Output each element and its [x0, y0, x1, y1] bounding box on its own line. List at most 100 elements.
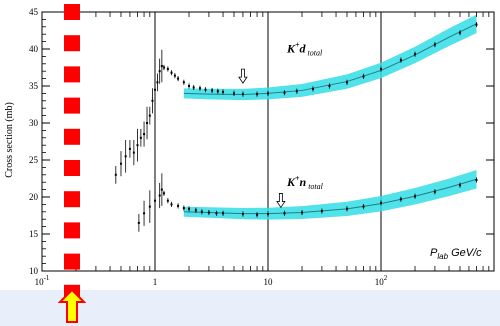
- data-point: [345, 206, 348, 212]
- data-point: [458, 30, 461, 36]
- data-point: [345, 79, 348, 85]
- y-tick-label: 40: [29, 44, 39, 54]
- point-marker: [345, 81, 348, 84]
- x-tick-label: 1: [153, 277, 158, 287]
- data-point: [148, 190, 151, 223]
- data-point: [458, 182, 461, 188]
- point-marker: [143, 133, 146, 136]
- point-marker: [132, 151, 135, 154]
- point-marker: [143, 212, 146, 215]
- data-point: [114, 165, 117, 184]
- down-arrow-icon: [276, 193, 286, 209]
- point-marker: [222, 212, 225, 215]
- point-marker: [283, 212, 286, 215]
- data-point: [192, 84, 195, 91]
- point-marker: [182, 207, 185, 210]
- y-tick-label: 10: [29, 266, 39, 276]
- data-point: [362, 204, 365, 210]
- point-marker: [362, 75, 365, 78]
- series-label-part: n: [300, 175, 307, 189]
- data-point: [328, 83, 331, 89]
- data-point: [154, 191, 156, 210]
- x-tick-label: 10-1: [35, 274, 50, 287]
- x-tick-label: 10: [264, 277, 274, 287]
- data-point: [216, 88, 219, 94]
- data-point: [162, 64, 165, 71]
- data-point: [166, 66, 169, 72]
- down-arrow-icon: [238, 68, 248, 84]
- data-point: [177, 76, 180, 82]
- data-point: [137, 214, 140, 232]
- red-square: [64, 253, 80, 270]
- data-point: [414, 193, 417, 199]
- data-point: [160, 173, 163, 206]
- data-point: [256, 212, 259, 218]
- data-point: [256, 91, 259, 97]
- data-point: [162, 190, 165, 196]
- series-label-part: K: [286, 175, 296, 189]
- data-point: [136, 128, 139, 162]
- data-point: [433, 189, 436, 195]
- point-marker: [119, 162, 122, 165]
- point-marker: [158, 194, 161, 197]
- point-marker: [188, 207, 191, 210]
- point-marker: [241, 93, 244, 96]
- red-square: [64, 222, 80, 239]
- data-point: [148, 106, 151, 125]
- point-marker: [154, 199, 156, 202]
- point-marker: [162, 192, 165, 195]
- data-point: [267, 211, 269, 217]
- y-tick-label: 20: [29, 192, 39, 202]
- point-marker: [204, 88, 207, 91]
- series-label-part: +: [295, 41, 300, 50]
- x-axis-title-units: GeV/c: [448, 247, 482, 259]
- data-point: [232, 90, 235, 96]
- red-square: [64, 97, 80, 114]
- data-point: [475, 177, 478, 183]
- data-point: [188, 206, 191, 212]
- data-point: [170, 201, 173, 207]
- point-marker: [267, 92, 269, 95]
- series-label-part: total: [306, 182, 323, 191]
- red-square: [64, 191, 80, 208]
- data-point: [475, 21, 478, 28]
- series-label-part: total: [306, 49, 323, 58]
- data-point: [399, 57, 402, 63]
- y-tick-label: 30: [29, 118, 39, 128]
- point-marker: [166, 199, 169, 202]
- point-marker: [362, 205, 365, 208]
- data-point: [119, 151, 122, 177]
- point-marker: [458, 184, 461, 187]
- point-marker: [215, 212, 218, 215]
- series-label-part: K: [286, 42, 296, 56]
- point-marker: [128, 147, 131, 150]
- point-marker: [136, 144, 139, 147]
- point-marker: [177, 77, 180, 80]
- data-point: [380, 200, 382, 206]
- point-marker: [399, 59, 402, 62]
- data-point: [173, 73, 176, 79]
- data-point: [200, 209, 203, 215]
- point-marker: [311, 87, 314, 90]
- point-marker: [173, 74, 176, 77]
- x-axis-title: Plab GeV/c: [430, 247, 482, 261]
- fit-band-0: [183, 14, 477, 101]
- point-marker: [194, 209, 197, 212]
- y-tick-label: 45: [29, 7, 39, 17]
- series-label-part: d: [300, 42, 307, 56]
- point-marker: [433, 190, 436, 193]
- red-square: [64, 35, 80, 52]
- point-marker: [170, 71, 173, 74]
- point-marker: [148, 114, 151, 117]
- y-tick-label: 25: [29, 155, 39, 165]
- data-point: [158, 58, 161, 84]
- point-marker: [139, 136, 142, 139]
- data-point: [207, 209, 210, 216]
- point-marker: [211, 89, 214, 92]
- data-points: [114, 21, 478, 232]
- point-marker: [433, 43, 436, 46]
- point-marker: [283, 91, 286, 94]
